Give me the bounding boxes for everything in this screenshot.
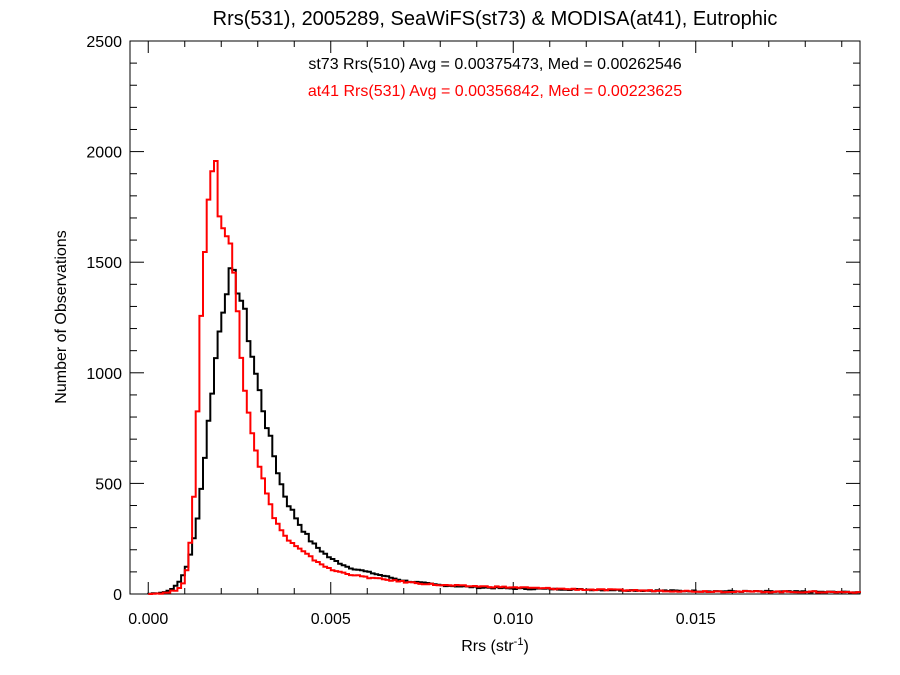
- x-axis-label-end: ): [523, 638, 528, 655]
- x-tick-label: 0.005: [311, 611, 351, 628]
- x-tick-label: 0.010: [493, 611, 533, 628]
- x-tick-label: 0.000: [128, 611, 168, 628]
- y-tick-label: 2000: [86, 145, 122, 162]
- chart-title: Rrs(531), 2005289, SeaWiFS(st73) & MODIS…: [213, 8, 778, 30]
- y-axis-ticks: [130, 40, 860, 595]
- x-tick-labels: 0.000 0.005 0.010 0.015: [128, 611, 716, 628]
- y-tick-label: 1000: [86, 366, 122, 383]
- y-tick-label: 2500: [86, 34, 122, 51]
- annotation-at41: at41 Rrs(531) Avg = 0.00356842, Med = 0.…: [308, 83, 682, 100]
- plot-frame: [129, 40, 861, 595]
- x-axis-label-main: Rrs (str: [461, 638, 514, 655]
- y-tick-labels: 0 500 1000 1500 2000 2500: [86, 34, 122, 604]
- x-tick-label: 0.015: [676, 611, 716, 628]
- series-line-0: [147, 267, 861, 595]
- series-layer: [147, 160, 861, 595]
- series-line-1: [148, 160, 861, 595]
- annotation-st73: st73 Rrs(510) Avg = 0.00375473, Med = 0.…: [308, 56, 681, 73]
- x-axis-ticks: [147, 41, 843, 594]
- y-tick-label: 1500: [86, 255, 122, 272]
- x-axis-label-sup: -1: [514, 636, 524, 648]
- y-axis-label: Number of Observations: [53, 230, 70, 403]
- y-tick-label: 0: [113, 587, 122, 604]
- y-tick-label: 500: [95, 476, 122, 493]
- x-axis-label: Rrs (str-1): [461, 636, 529, 655]
